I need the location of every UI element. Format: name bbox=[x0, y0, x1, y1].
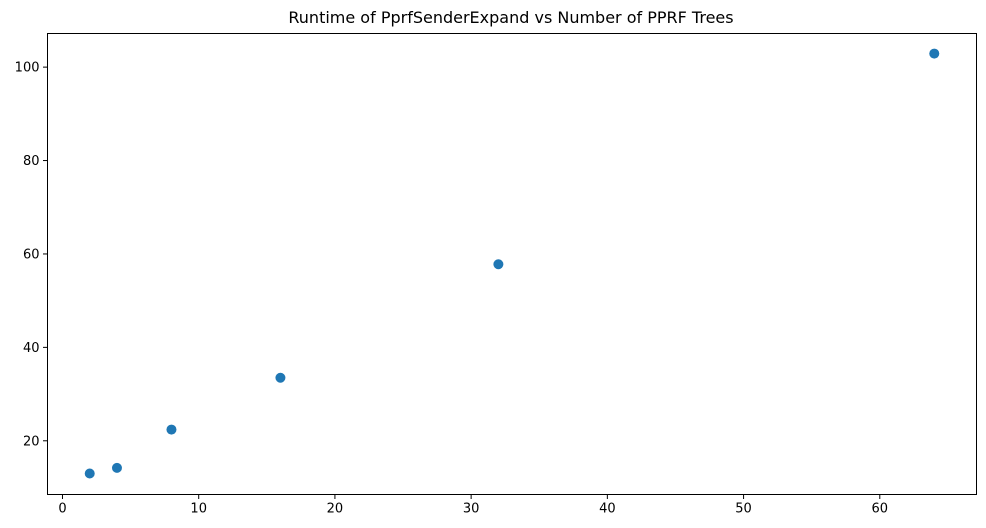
x-tick-label: 0 bbox=[58, 502, 66, 517]
data-point bbox=[275, 372, 286, 383]
y-tick-label: 40 bbox=[23, 341, 40, 356]
y-tick-label: 20 bbox=[23, 434, 40, 449]
data-point bbox=[493, 259, 504, 270]
x-tick-label: 10 bbox=[190, 502, 207, 517]
data-point bbox=[84, 468, 95, 479]
axes-frame bbox=[47, 33, 977, 495]
x-tick-label: 20 bbox=[327, 502, 344, 517]
y-axis: 20 40 60 80 100 bbox=[15, 61, 48, 449]
x-tick-label: 30 bbox=[463, 502, 480, 517]
data-point bbox=[166, 424, 177, 435]
x-tick-label: 40 bbox=[599, 502, 616, 517]
y-tick-label: 60 bbox=[23, 247, 40, 262]
data-point bbox=[111, 462, 122, 473]
x-tick-label: 60 bbox=[872, 502, 889, 517]
chart-title: Runtime of PprfSenderExpand vs Number of… bbox=[288, 8, 733, 27]
y-tick-label: 80 bbox=[23, 154, 40, 169]
data-points bbox=[84, 48, 940, 479]
data-point bbox=[929, 48, 940, 59]
y-tick-label: 100 bbox=[15, 61, 40, 76]
x-axis: 0 10 20 30 40 50 60 bbox=[58, 494, 889, 517]
x-tick-label: 50 bbox=[735, 502, 752, 517]
